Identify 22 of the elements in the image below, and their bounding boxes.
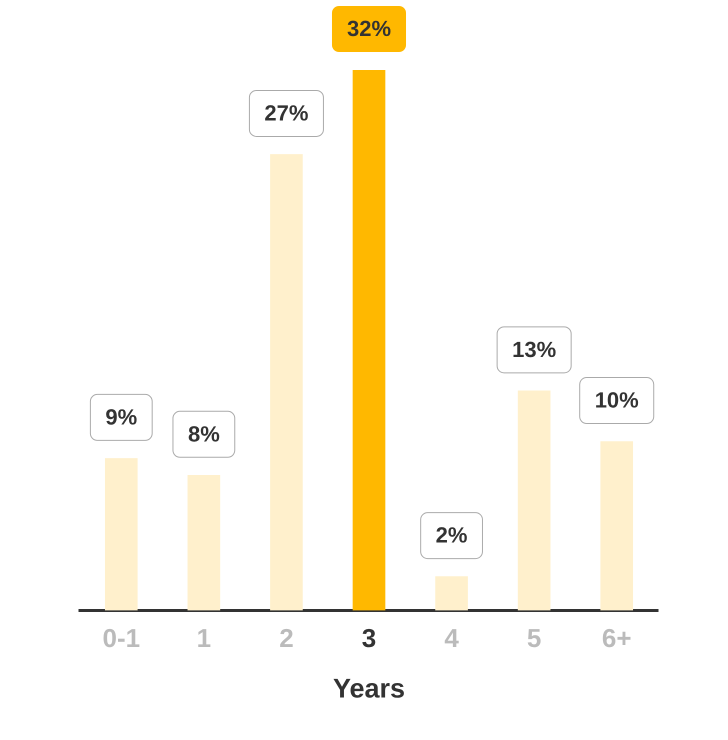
bar [188,474,220,610]
bar [352,70,386,610]
data-label: 8% [188,421,220,446]
bar [518,390,550,610]
x-tick-label: 6+ [602,623,632,654]
bar [270,154,303,610]
x-tick-label: 5 [526,623,542,654]
bar [435,576,468,610]
x-tick-label: 4 [444,623,460,654]
data-label: 2% [436,522,468,548]
bar [104,458,138,610]
x-tick-label: 0-1 [102,623,140,654]
x-tick-label: 1 [196,623,212,654]
x-tick-label: 2 [279,623,294,654]
data-label: 9% [105,404,138,430]
data-label: 13% [512,336,556,362]
data-label: 10% [594,388,639,413]
data-label: 27% [264,100,308,126]
data-label: 32% [346,16,392,42]
bar [600,441,634,610]
x-tick-label: 3 [362,623,376,654]
x-axis-title: Years [332,673,406,704]
